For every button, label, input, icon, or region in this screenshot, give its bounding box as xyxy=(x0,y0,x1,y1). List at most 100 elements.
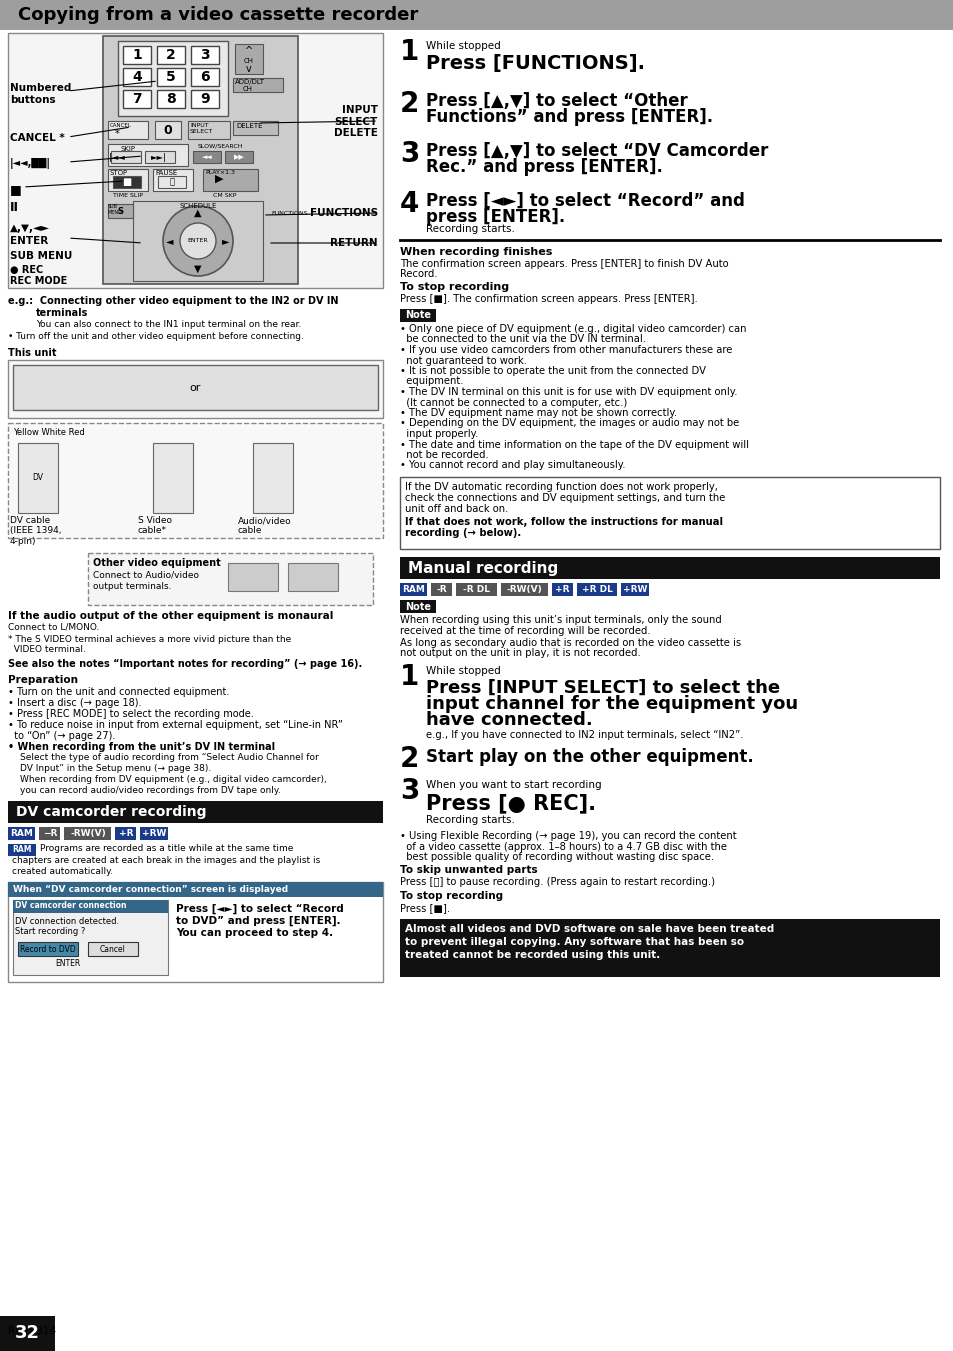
Text: REC MODE: REC MODE xyxy=(10,276,67,286)
Text: 4: 4 xyxy=(132,70,142,84)
Text: Copying from a video cassette recorder: Copying from a video cassette recorder xyxy=(18,5,417,24)
Text: The confirmation screen appears. Press [ENTER] to finish DV Auto: The confirmation screen appears. Press [… xyxy=(399,259,728,269)
Text: received at the time of recording will be recorded.: received at the time of recording will b… xyxy=(399,626,650,635)
Text: Programs are recorded as a title while at the same time: Programs are recorded as a title while a… xyxy=(40,844,294,852)
Text: II: II xyxy=(10,201,19,213)
Text: press [ENTER].: press [ENTER]. xyxy=(426,208,565,226)
Text: RETURN: RETURN xyxy=(330,238,377,249)
Text: |◄◄: |◄◄ xyxy=(109,153,125,162)
Text: +R: +R xyxy=(118,830,133,838)
Text: 1: 1 xyxy=(132,49,142,62)
Text: FUNCTIONS: FUNCTIONS xyxy=(310,208,377,218)
Bar xyxy=(191,91,219,108)
Text: When recording using this unit’s input terminals, only the sound: When recording using this unit’s input t… xyxy=(399,615,721,626)
Bar xyxy=(111,151,141,163)
Text: |◄◄,██|: |◄◄,██| xyxy=(10,158,51,169)
Text: • The DV equipment name may not be shown correctly.: • The DV equipment name may not be shown… xyxy=(399,408,677,417)
Text: DV camcorder connection: DV camcorder connection xyxy=(15,901,127,911)
Text: Press [FUNCTIONS].: Press [FUNCTIONS]. xyxy=(426,54,644,73)
Bar xyxy=(108,169,148,190)
Text: CANCEL *: CANCEL * xyxy=(10,132,65,143)
Text: • Using Flexible Recording (→ page 19), you can record the content: • Using Flexible Recording (→ page 19), … xyxy=(399,831,736,842)
Text: 3: 3 xyxy=(200,49,210,62)
Text: 3: 3 xyxy=(399,777,419,805)
Text: Recording starts.: Recording starts. xyxy=(426,815,515,825)
Bar xyxy=(399,600,436,613)
Bar xyxy=(154,122,181,139)
Text: ■: ■ xyxy=(10,182,22,196)
Bar xyxy=(233,78,283,92)
Text: input channel for the equipment you: input channel for the equipment you xyxy=(426,694,798,713)
Text: -RW(V): -RW(V) xyxy=(506,585,542,594)
Bar xyxy=(118,41,228,116)
Text: SKIP: SKIP xyxy=(120,146,135,153)
Text: ENTER: ENTER xyxy=(10,236,49,246)
Text: Connect to L/MONO.: Connect to L/MONO. xyxy=(8,623,99,632)
Text: Recording starts.: Recording starts. xyxy=(426,224,515,234)
Bar xyxy=(577,584,617,596)
Text: When “DV camcorder connection” screen is displayed: When “DV camcorder connection” screen is… xyxy=(13,885,288,894)
Circle shape xyxy=(180,223,215,259)
Text: output terminals.: output terminals. xyxy=(92,582,172,590)
Text: ►►|: ►►| xyxy=(151,153,167,162)
Text: CH: CH xyxy=(244,58,253,63)
Text: S: S xyxy=(117,207,123,216)
Text: • Turn on the unit and connected equipment.: • Turn on the unit and connected equipme… xyxy=(8,688,229,697)
Text: See also the notes “Important notes for recording” (→ page 16).: See also the notes “Important notes for … xyxy=(8,659,362,669)
Text: treated cannot be recorded using this unit.: treated cannot be recorded using this un… xyxy=(405,950,659,961)
Text: If the audio output of the other equipment is monaural: If the audio output of the other equipme… xyxy=(8,611,333,621)
Bar xyxy=(399,919,939,977)
Bar xyxy=(8,359,382,417)
Text: 1: 1 xyxy=(399,663,418,690)
Text: 4: 4 xyxy=(399,190,419,218)
Bar xyxy=(8,882,382,982)
Text: You can proceed to step 4.: You can proceed to step 4. xyxy=(175,928,333,938)
Text: SUB MENU: SUB MENU xyxy=(10,251,72,261)
Text: DV: DV xyxy=(32,473,44,482)
Text: not output on the unit in play, it is not recorded.: not output on the unit in play, it is no… xyxy=(399,648,640,658)
Text: ■: ■ xyxy=(122,177,132,186)
Text: best possible quality of recording without wasting disc space.: best possible quality of recording witho… xyxy=(399,852,714,862)
Bar xyxy=(18,443,58,513)
Text: 2: 2 xyxy=(166,49,175,62)
Text: +R DL: +R DL xyxy=(581,585,612,594)
Bar xyxy=(65,827,112,840)
Bar xyxy=(399,309,436,322)
Text: Rec.” and press [ENTER].: Rec.” and press [ENTER]. xyxy=(426,158,662,176)
Text: Press [◄►] to select “Record: Press [◄►] to select “Record xyxy=(175,904,343,915)
Bar xyxy=(399,584,427,596)
Bar xyxy=(620,584,648,596)
Text: have connected.: have connected. xyxy=(426,711,592,730)
Text: 9: 9 xyxy=(200,92,210,105)
Bar xyxy=(399,557,939,580)
Bar xyxy=(103,36,297,284)
Text: Connect to Audio/video: Connect to Audio/video xyxy=(92,570,199,580)
Bar xyxy=(8,844,36,857)
Text: ⏸: ⏸ xyxy=(170,177,174,186)
Text: or: or xyxy=(189,382,200,393)
Text: RAM: RAM xyxy=(12,846,31,854)
Text: DV connection detected.: DV connection detected. xyxy=(15,917,119,925)
Text: 32: 32 xyxy=(14,1324,39,1342)
Text: • The date and time information on the tape of the DV equipment will: • The date and time information on the t… xyxy=(399,439,748,450)
Text: -R: -R xyxy=(436,585,447,594)
Text: +RW: +RW xyxy=(142,830,166,838)
Text: When you want to start recording: When you want to start recording xyxy=(426,780,601,790)
Text: 2: 2 xyxy=(399,91,419,118)
Text: you can record audio/video recordings from DV tape only.: you can record audio/video recordings fr… xyxy=(20,786,280,794)
Text: FUNCTIONS: FUNCTIONS xyxy=(271,211,307,216)
Text: ▶▶: ▶▶ xyxy=(233,154,244,159)
Text: not guaranteed to work.: not guaranteed to work. xyxy=(399,355,526,366)
Bar xyxy=(158,176,186,188)
Text: ►: ► xyxy=(222,236,230,246)
Text: CM SKP: CM SKP xyxy=(213,193,236,199)
Text: INPUT: INPUT xyxy=(190,123,209,128)
Bar xyxy=(8,32,382,288)
Text: If the DV automatic recording function does not work properly,: If the DV automatic recording function d… xyxy=(405,482,717,492)
Text: 6: 6 xyxy=(200,70,210,84)
Text: unit off and back on.: unit off and back on. xyxy=(405,504,508,513)
Text: ADD/DLT: ADD/DLT xyxy=(234,78,265,85)
Bar xyxy=(193,151,221,163)
Text: -RW(V): -RW(V) xyxy=(71,830,106,838)
Text: While stopped: While stopped xyxy=(426,666,500,676)
